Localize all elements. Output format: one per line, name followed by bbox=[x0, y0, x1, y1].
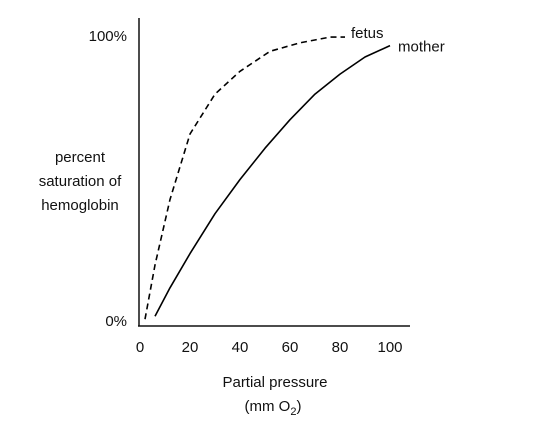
x-axis-label-part: ) bbox=[296, 398, 301, 415]
x-tick-label: 0 bbox=[136, 339, 144, 356]
x-axis-label-part: (mm O bbox=[245, 398, 291, 415]
series-label: fetus bbox=[351, 25, 384, 42]
x-axis-label: (mm O2) bbox=[245, 398, 302, 418]
series-line bbox=[144, 36, 345, 320]
y-tick-label: 0% bbox=[105, 313, 127, 330]
x-tick-label: 100 bbox=[377, 339, 402, 356]
x-tick-label: 80 bbox=[332, 339, 349, 356]
y-axis-label: saturation of bbox=[39, 173, 122, 190]
x-tick-label: 60 bbox=[282, 339, 299, 356]
y-axis-label: hemoglobin bbox=[41, 197, 119, 214]
x-tick-label: 40 bbox=[232, 339, 249, 356]
series-line bbox=[154, 44, 391, 317]
series-label: mother bbox=[398, 39, 445, 56]
y-axis-label: percent bbox=[55, 149, 106, 166]
x-tick-label: 20 bbox=[182, 339, 199, 356]
y-tick-label: 100% bbox=[89, 28, 127, 45]
x-axis-label: Partial pressure bbox=[222, 374, 327, 391]
x-axis-label-subscript: 2 bbox=[290, 406, 296, 418]
